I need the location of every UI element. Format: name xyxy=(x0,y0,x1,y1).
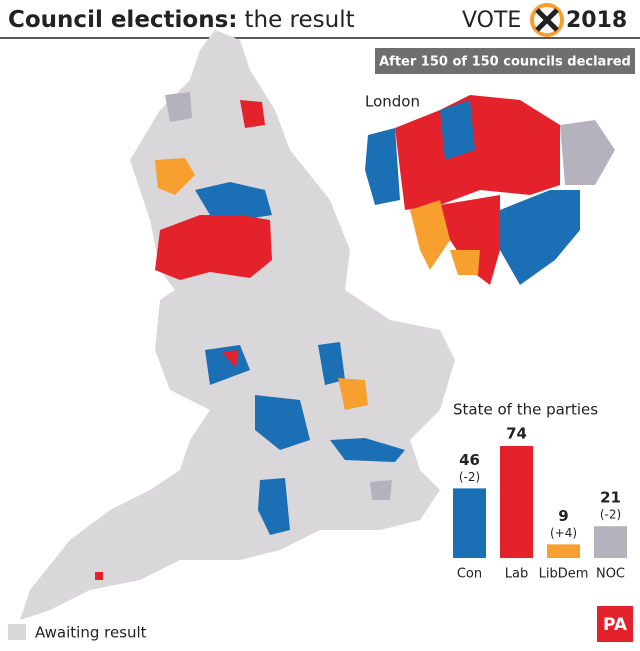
value-label: 46 xyxy=(459,451,480,469)
title-bold: Council elections: xyxy=(8,7,238,33)
chart-title: State of the parties xyxy=(453,401,598,419)
england-map xyxy=(20,30,455,620)
value-label: 9 xyxy=(558,507,568,525)
change-label: (+4) xyxy=(550,526,577,540)
bar xyxy=(594,526,627,558)
london-map xyxy=(365,95,615,285)
bar xyxy=(500,446,533,558)
legend-label: Awaiting result xyxy=(35,624,147,642)
logo-year: 2018 xyxy=(566,8,627,33)
value-label: 74 xyxy=(506,425,527,443)
category-label: NOC xyxy=(596,567,625,582)
change-label: (-2) xyxy=(459,470,480,484)
bar xyxy=(453,488,486,558)
category-label: Con xyxy=(457,567,482,582)
value-label: 21 xyxy=(600,489,621,507)
category-label: Lab xyxy=(505,567,528,582)
banner-box xyxy=(375,48,635,74)
source-box xyxy=(597,606,633,642)
title: Council elections: the result xyxy=(8,7,355,33)
bar xyxy=(547,544,580,558)
source: PA xyxy=(603,615,628,635)
inset-label: London xyxy=(365,93,420,111)
banner-text: After 150 of 150 councils declared xyxy=(379,55,631,70)
logo-vote: VOTE xyxy=(462,8,521,33)
category-label: LibDem xyxy=(539,567,589,582)
change-label: (-2) xyxy=(600,508,621,522)
title-rest: the result xyxy=(245,7,355,33)
legend-swatch xyxy=(8,624,26,640)
logo-icon xyxy=(530,3,564,37)
